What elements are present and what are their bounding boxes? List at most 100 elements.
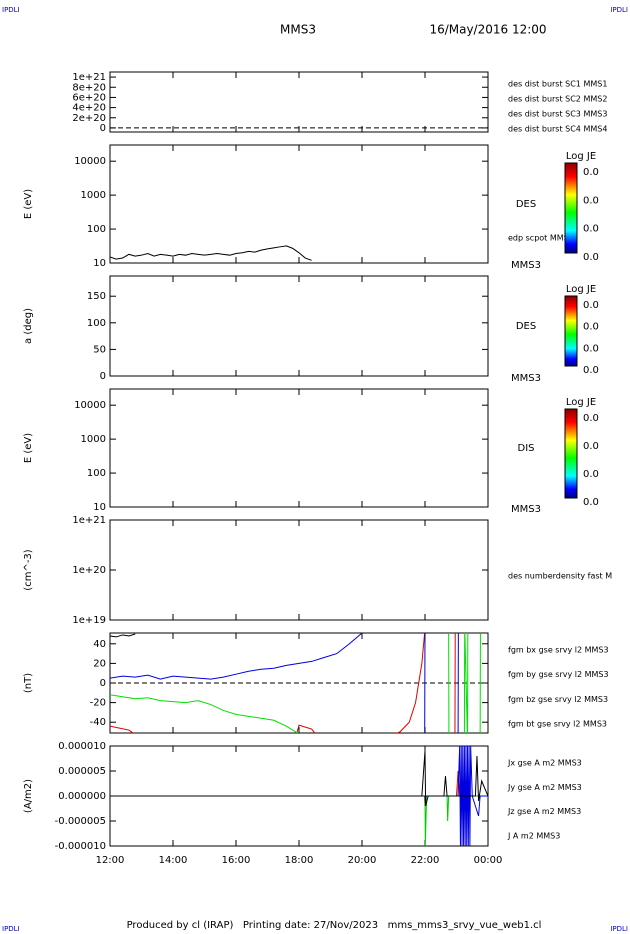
legend-label: fgm bt gse srvy l2 MMS3	[508, 720, 607, 729]
y-tick-label: 10	[93, 502, 106, 513]
y-tick-label: 8e+20	[72, 82, 106, 93]
y-tick-label: -40	[90, 717, 106, 728]
series-line	[110, 770, 488, 807]
side-label: DES	[516, 199, 536, 210]
y-tick-label: 1e+21	[72, 72, 106, 83]
series-line	[110, 633, 459, 733]
series-line	[110, 633, 481, 733]
y-tick-label: -0.000010	[55, 841, 106, 852]
legend-label: J A m2 MMS3	[507, 831, 560, 840]
colorbar-tick-label: 0.0	[583, 224, 599, 235]
colorbar-tick-label: 0.0	[583, 195, 599, 206]
series-line	[110, 795, 488, 846]
colorbar	[564, 295, 578, 367]
y-tick-label: 0	[100, 371, 106, 382]
colorbar-tick-label: 0.0	[583, 413, 599, 424]
colorbar-tick-label: 0.0	[583, 252, 599, 263]
y-tick-label: 6e+20	[72, 92, 106, 103]
side-label: MMS3	[511, 373, 541, 384]
colorbar-tick-label: 0.0	[583, 497, 599, 508]
panel-frame	[109, 519, 489, 621]
y-tick-label: 1e+20	[72, 565, 106, 576]
legend-label: des dist burst SC4 MMS4	[508, 125, 607, 134]
legend-label: des numberdensity fast M	[508, 572, 612, 581]
legend-label: fgm by gse srvy l2 MMS3	[508, 670, 609, 679]
y-tick-label: -20	[90, 698, 106, 709]
series-line	[110, 633, 456, 733]
date: 16/May/2016 12:00	[429, 23, 546, 37]
panel-frame	[109, 388, 489, 508]
y-tick-label: 1e+19	[72, 615, 106, 626]
plot-area	[110, 245, 312, 261]
y-tick-label: 1000	[81, 190, 106, 201]
corner-label: IPDLI	[2, 6, 20, 14]
y-axis-label: a (deg)	[23, 308, 34, 344]
series-line	[110, 746, 488, 846]
y-tick-label: 40	[93, 639, 106, 650]
y-tick-label: 100	[87, 468, 106, 479]
x-tick-label: 12:00	[96, 855, 125, 866]
y-tick-label: 1000	[81, 434, 106, 445]
legend-label: des dist burst SC1 MMS1	[508, 80, 607, 89]
footer: Produced by cl (IRAP) Printing date: 27/…	[127, 920, 542, 931]
y-tick-label: 10	[93, 258, 106, 269]
x-tick-label: 20:00	[348, 855, 377, 866]
plot-area	[110, 633, 481, 733]
colorbar-tick-label: 0.0	[583, 469, 599, 480]
colorbar	[564, 408, 578, 499]
panel-frame	[109, 71, 489, 133]
y-tick-label: 10000	[74, 400, 106, 411]
series-line	[110, 633, 136, 638]
y-axis-label: (A/m2)	[23, 779, 34, 813]
corner-label: IPDLI	[2, 925, 20, 933]
side-label: MMS3	[511, 260, 541, 271]
y-tick-label: 0.000000	[58, 791, 106, 802]
panel-frame	[109, 144, 489, 264]
corner-label: IPDLI	[610, 6, 628, 14]
y-tick-label: 0.000005	[58, 766, 106, 777]
panel-frame	[109, 275, 489, 377]
y-axis-label: E (eV)	[23, 189, 34, 219]
legend-label: fgm bx gse srvy l2 MMS3	[508, 646, 609, 655]
legend-label: Jz gse A m2 MMS3	[507, 807, 581, 816]
y-tick-label: 10000	[74, 156, 106, 167]
colorbar-tick-label: 0.0	[583, 322, 599, 333]
colorbar-tick-label: 0.0	[583, 343, 599, 354]
y-tick-label: 100	[87, 318, 106, 329]
x-tick-label: 16:00	[222, 855, 251, 866]
y-tick-label: 0.000010	[58, 741, 106, 752]
y-tick-label: 150	[87, 291, 106, 302]
x-tick-label: 18:00	[285, 855, 314, 866]
corner-label: IPDLI	[610, 925, 628, 933]
side-label: DES	[516, 321, 536, 332]
plot-area	[110, 746, 488, 846]
y-tick-label: 1e+21	[72, 515, 106, 526]
x-tick-label: 14:00	[159, 855, 188, 866]
colorbar-title: Log JE	[566, 284, 596, 295]
colorbar-tick-label: 0.0	[583, 167, 599, 178]
y-tick-label: 0	[100, 678, 106, 689]
x-tick-label: 00:00	[474, 855, 503, 866]
y-tick-label: 100	[87, 224, 106, 235]
colorbar-tick-label: 0.0	[583, 300, 599, 311]
legend-label: Jy gse A m2 MMS3	[507, 783, 582, 792]
y-axis-label: E (eV)	[23, 433, 34, 463]
legend-label: des dist burst SC2 MMS2	[508, 95, 607, 104]
y-axis-label: (cm^-3)	[23, 549, 34, 590]
y-tick-label: 20	[93, 658, 106, 669]
y-tick-label: 4e+20	[72, 103, 106, 114]
colorbar-tick-label: 0.0	[583, 365, 599, 376]
y-tick-label: 0	[100, 123, 106, 134]
y-tick-label: -0.000005	[55, 816, 106, 827]
side-label: DIS	[518, 443, 535, 454]
colorbar-title: Log JE	[566, 397, 596, 408]
side-label: MMS3	[511, 504, 541, 515]
title: MMS3	[280, 23, 316, 37]
y-axis-label: (nT)	[23, 673, 34, 693]
y-tick-label: 2e+20	[72, 113, 106, 124]
legend-label: Jx gse A m2 MMS3	[507, 759, 582, 768]
colorbar-tick-label: 0.0	[583, 441, 599, 452]
legend-label: des dist burst SC3 MMS3	[508, 110, 607, 119]
series-line	[110, 245, 312, 261]
